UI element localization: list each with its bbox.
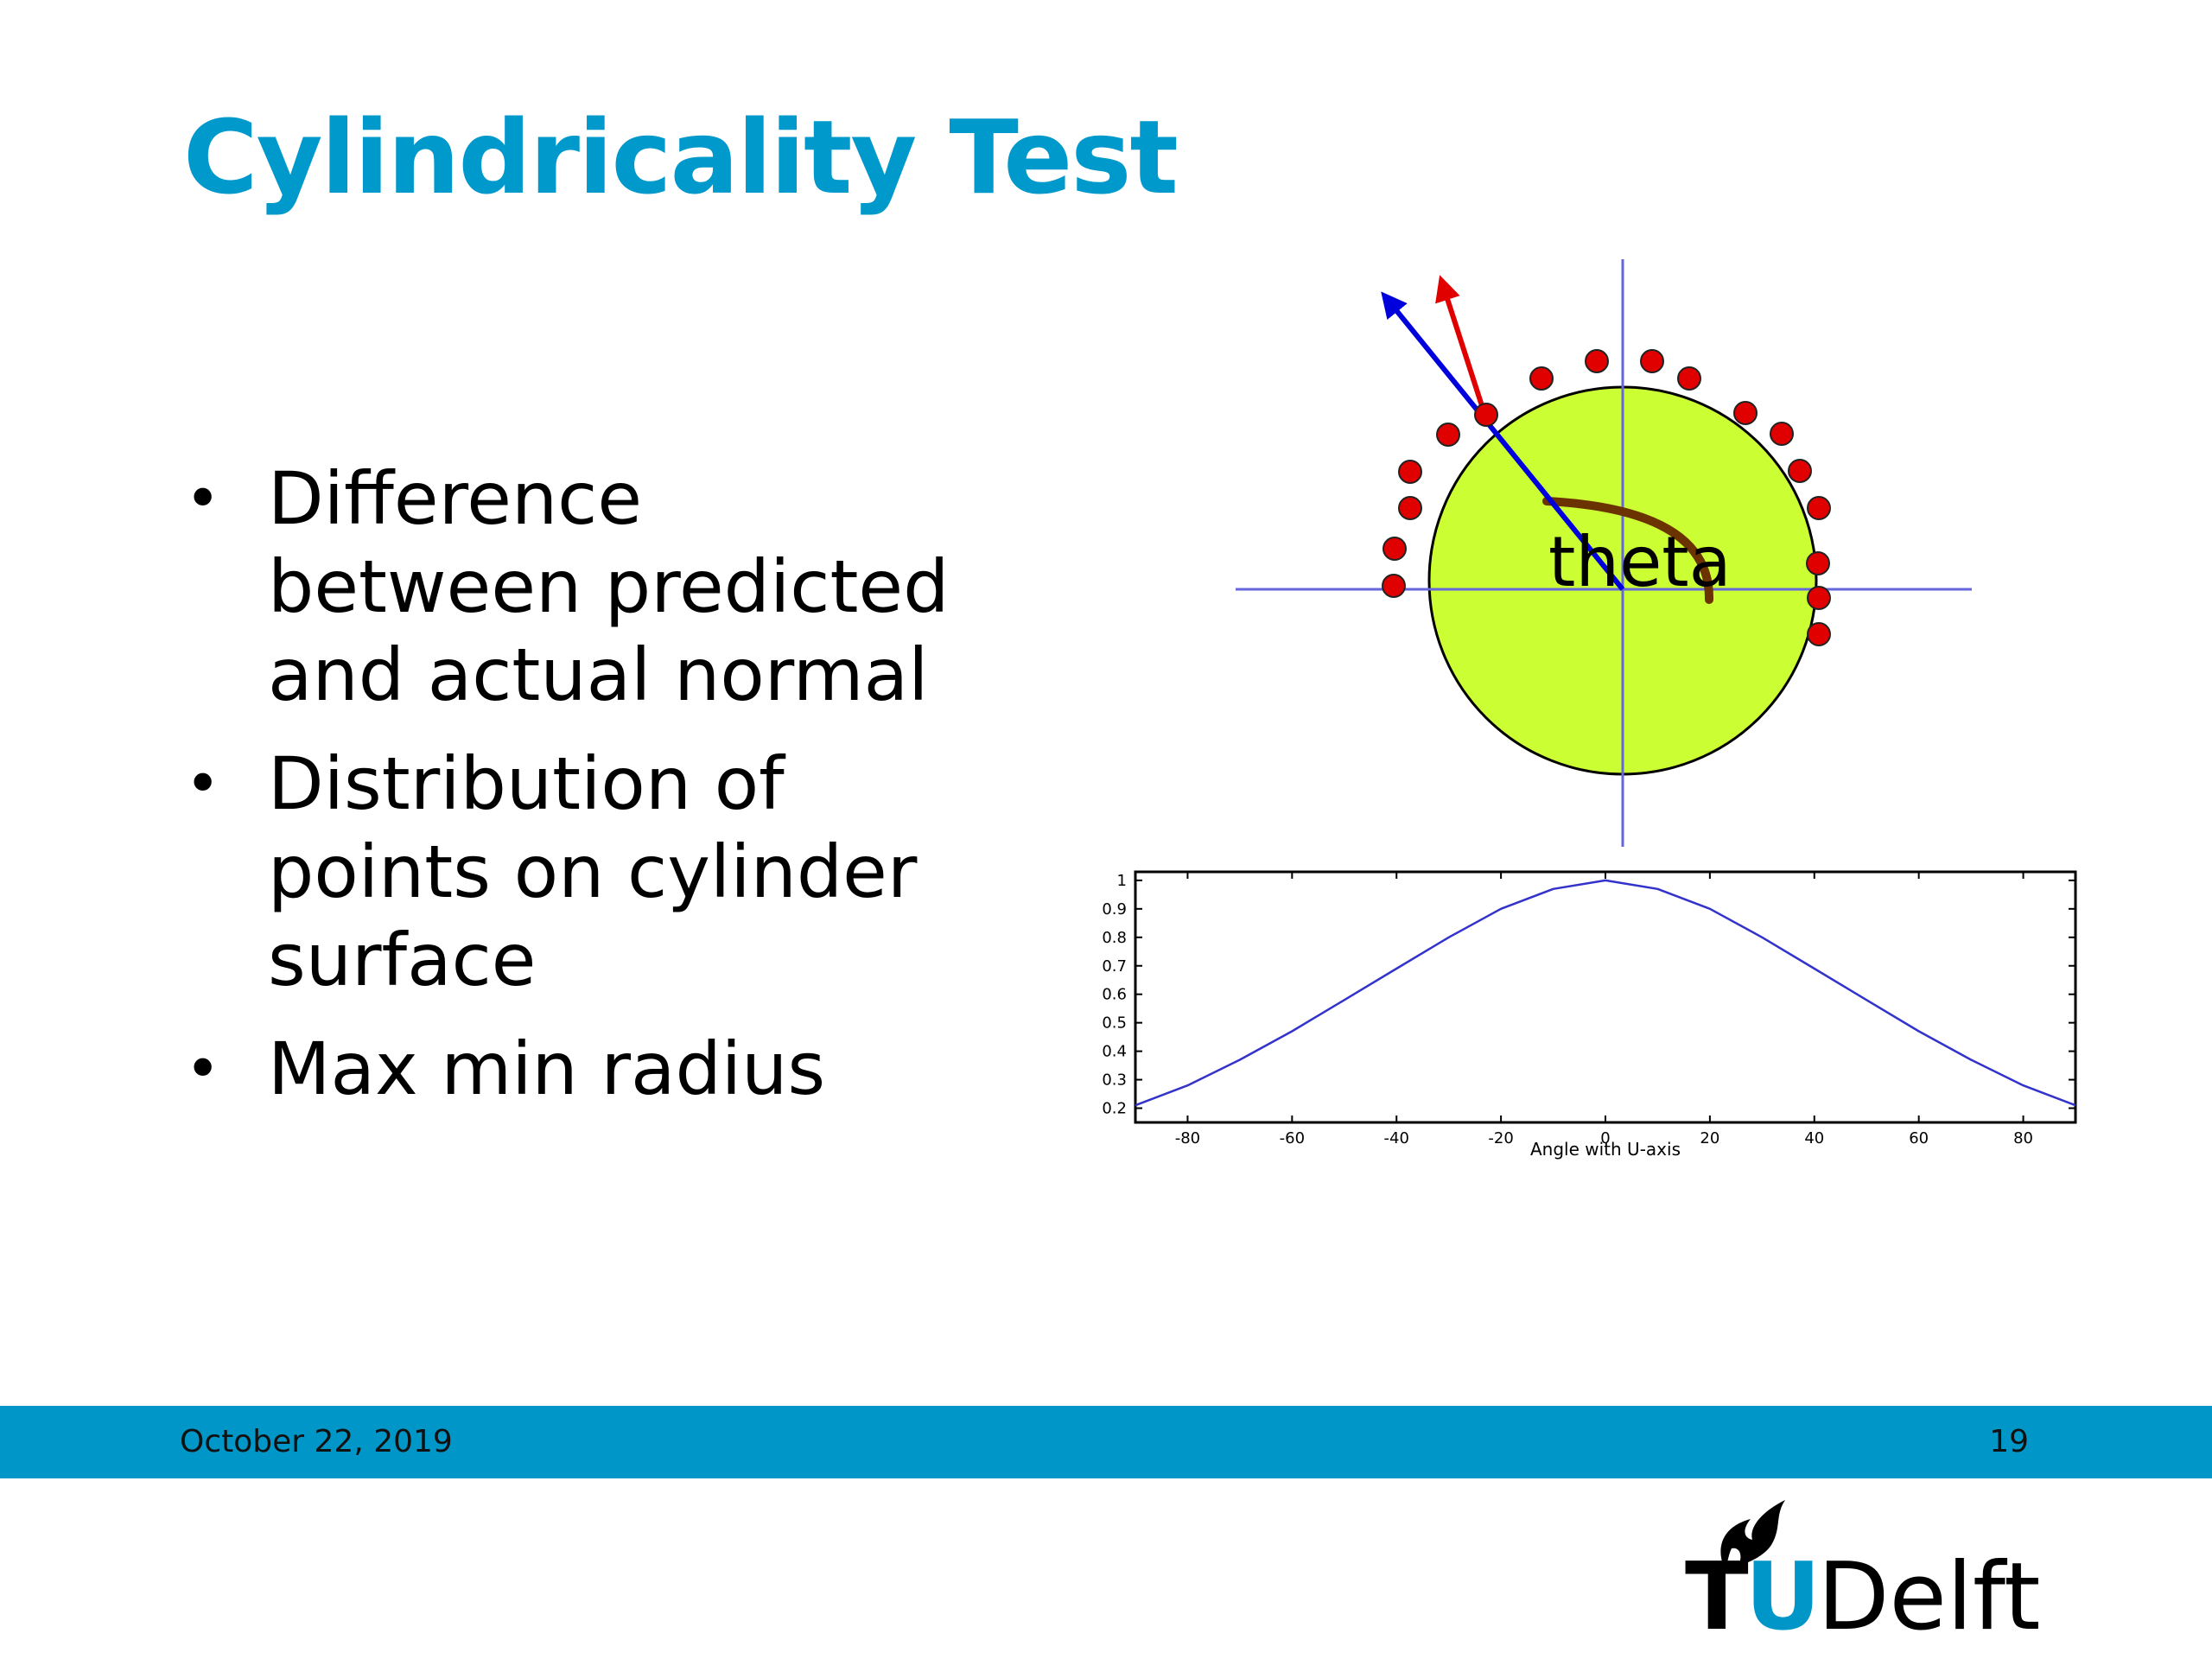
y-tick-label: 0.6	[1102, 986, 1127, 1004]
surface-point	[1585, 349, 1609, 373]
surface-point	[1398, 496, 1422, 520]
angle-arc	[1542, 497, 1714, 604]
logo-t-letter: T	[1685, 1543, 1749, 1651]
surface-point	[1733, 401, 1758, 425]
slide-title: Cylindricality Test	[183, 98, 1179, 217]
bullet-item: • Difference between predicted and actual…	[185, 456, 950, 717]
x-tick-label: -80	[1175, 1129, 1200, 1147]
surface-point	[1398, 460, 1422, 484]
logo-delft-text: Delft	[1817, 1543, 2041, 1651]
y-tick-label: 0.7	[1102, 957, 1127, 976]
x-tick-label: 20	[1700, 1129, 1719, 1147]
series-line	[1135, 879, 2076, 1107]
surface-point	[1807, 496, 1831, 520]
bullet-item: • Distribution of points on cylinder surf…	[185, 741, 918, 1002]
page-number: 19	[1989, 1424, 2029, 1459]
footer-date: October 22, 2019	[180, 1424, 453, 1459]
actual-normal-arrow	[1435, 275, 1489, 420]
surface-point	[1474, 403, 1498, 427]
surface-point	[1806, 551, 1830, 575]
surface-point	[1382, 574, 1406, 598]
surface-point	[1770, 422, 1794, 446]
surface-point	[1436, 423, 1460, 447]
logo-tu-text: TU	[1685, 1543, 1821, 1651]
surface-point	[1382, 537, 1407, 561]
flame-icon	[1720, 1500, 1785, 1569]
x-tick-label: -20	[1488, 1129, 1513, 1147]
footer-bar	[0, 1406, 2212, 1478]
bullet-item: • Max min radius	[185, 1027, 826, 1111]
bullet-icon: •	[185, 1033, 221, 1104]
y-tick-label: 0.2	[1102, 1100, 1127, 1118]
y-tick-label: 0.8	[1102, 929, 1127, 947]
x-tick-label: -60	[1280, 1129, 1305, 1147]
bullet-icon: •	[185, 748, 221, 819]
x-tick-label: 80	[2013, 1129, 2033, 1147]
y-tick-label: 0.5	[1102, 1014, 1127, 1033]
surface-point	[1529, 366, 1554, 391]
x-axis-label: Angle with U-axis	[1530, 1139, 1681, 1160]
plot-frame	[1134, 870, 2077, 1124]
x-tick-label: -40	[1384, 1129, 1409, 1147]
x-tick-label: 40	[1804, 1129, 1824, 1147]
surface-points	[1382, 349, 1831, 646]
theta-label: theta	[1548, 522, 1732, 602]
bullet-icon: •	[185, 463, 221, 534]
y-tick-label: 0.4	[1102, 1043, 1127, 1061]
y-tick-label: 0.3	[1102, 1071, 1127, 1090]
y-tick-label: 0.9	[1102, 900, 1127, 918]
bullet-list: • Difference between predicted and actual…	[173, 454, 950, 1134]
surface-point	[1807, 586, 1831, 610]
plot-series	[1135, 879, 2076, 1107]
normal-distribution-plot: -80 -60 -40 -20 0 20 40 60 80 0.2 0.3 0.4 0.5 0.6 0.7 0…	[1102, 870, 2077, 1160]
cylinder-diagram: theta	[1236, 259, 1972, 847]
surface-point	[1677, 366, 1701, 391]
surface-point	[1807, 622, 1831, 646]
surface-point	[1640, 349, 1664, 373]
logo-u-letter: U	[1745, 1543, 1821, 1651]
predicted-normal-arrow	[1381, 291, 1625, 591]
surface-point	[1788, 459, 1812, 483]
x-tick-label: 60	[1909, 1129, 1929, 1147]
tudelft-logo: TUDelft	[1685, 1551, 2040, 1644]
y-tick-label: 1	[1117, 872, 1127, 890]
x-tick-label: 0	[1600, 1129, 1610, 1147]
plot-ticks: -80 -60 -40 -20 0 20 40 60 80 0.2 0.3 0.4 0.5 0.6 0.7 0…	[1102, 872, 2075, 1147]
